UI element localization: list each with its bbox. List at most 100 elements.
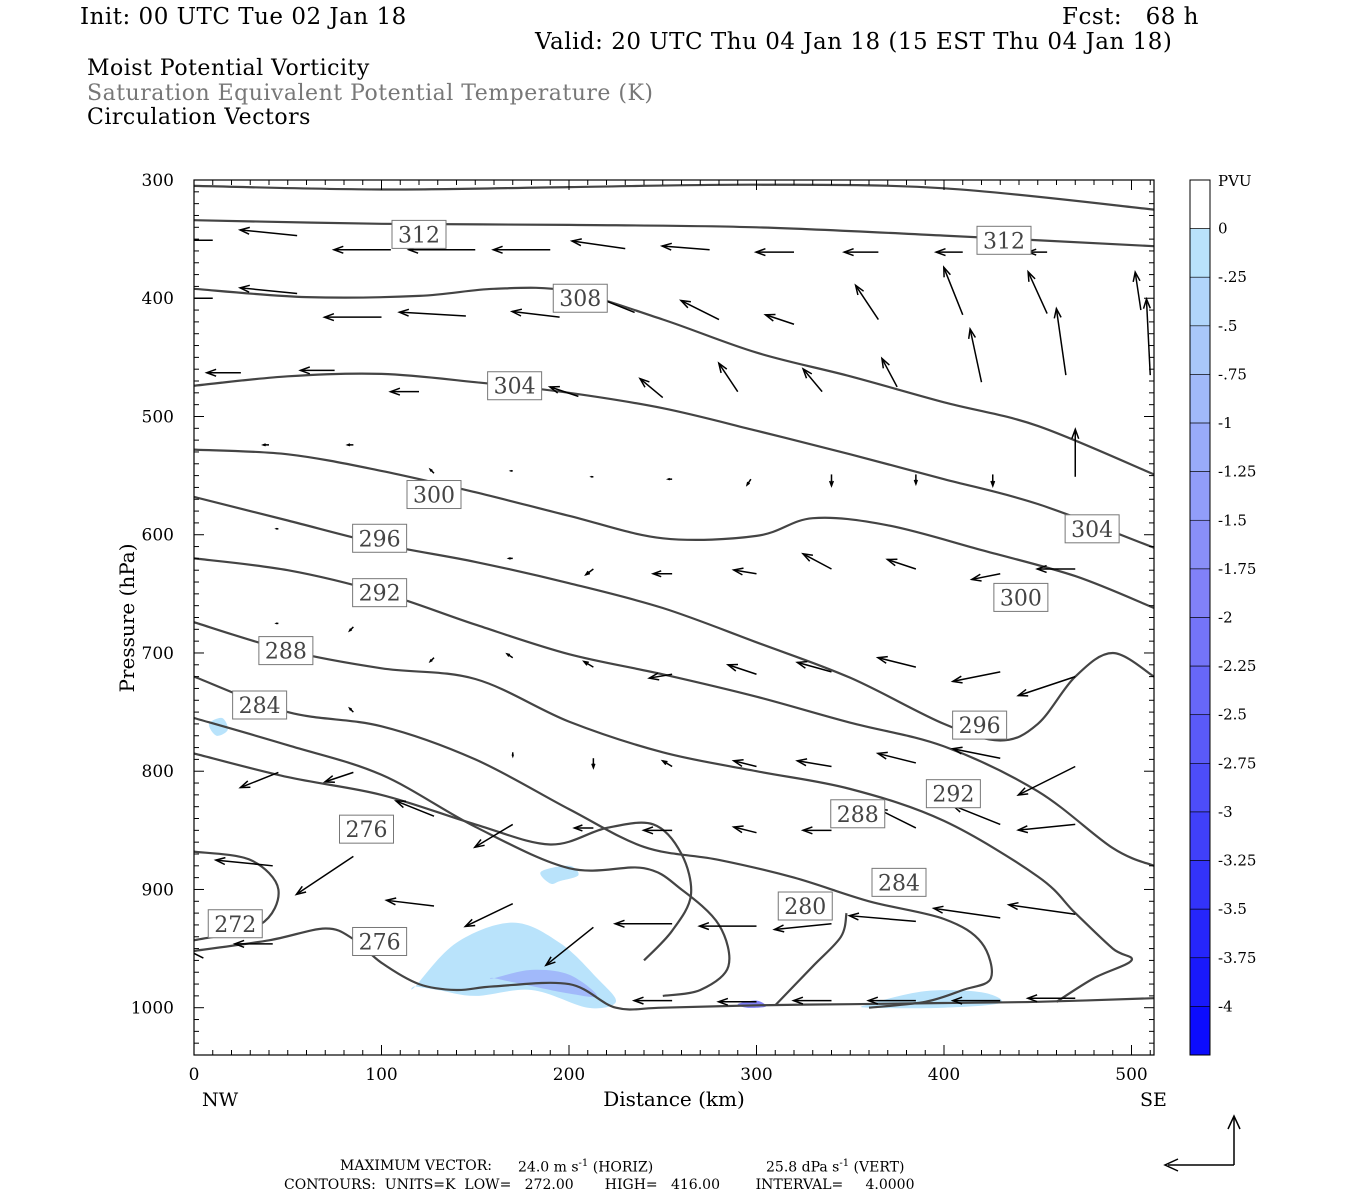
vector-head	[967, 326, 977, 340]
vector-arrow	[194, 239, 213, 242]
colorbar-band	[1189, 763, 1211, 813]
vector-arrow	[491, 245, 551, 254]
contour-label-box	[993, 582, 1049, 612]
vector-head	[1025, 994, 1038, 1003]
vector-head	[384, 897, 397, 906]
vector-arrow	[511, 752, 515, 759]
vector-shaft	[395, 800, 435, 817]
vector-arrow	[393, 800, 435, 817]
vector-arrow	[931, 905, 1001, 919]
vector-head	[1016, 787, 1029, 796]
colorbar-tick-label: -1.5	[1218, 511, 1247, 529]
vector-head	[589, 475, 593, 478]
vector-arrow	[509, 308, 560, 318]
vector-arrow	[647, 672, 673, 681]
contour-label: 296	[352, 523, 408, 553]
vector-arrow	[572, 824, 594, 832]
vector-arrow	[582, 660, 594, 668]
vector-head	[847, 912, 860, 921]
vector-arrow	[875, 751, 917, 764]
colorbar-tick-label: -3.25	[1218, 852, 1256, 870]
pv-region	[208, 717, 228, 736]
vector-arrow	[331, 245, 391, 254]
colorbar-band	[1189, 957, 1211, 1007]
contour-label-box	[552, 283, 608, 313]
vector-arrow	[612, 919, 673, 928]
vector-head	[505, 652, 511, 657]
forecast-hour: Fcst: 68 h	[1062, 4, 1199, 30]
contour-label-text: 272	[214, 913, 256, 938]
vector-head	[1053, 306, 1062, 319]
x-right-label: SE	[1140, 1089, 1167, 1111]
vector-arrow	[731, 567, 757, 576]
vector-head	[274, 527, 278, 530]
colorbar-tick-label: -2.25	[1218, 657, 1256, 675]
contour-label: 288	[830, 799, 886, 829]
colorbar-tick-label: -.25	[1218, 268, 1247, 286]
vector-head	[725, 663, 739, 672]
colorbar-band	[1189, 325, 1211, 375]
contour-label-text: 292	[359, 582, 401, 607]
contour-label-text: 284	[878, 871, 920, 896]
colorbar-band	[1189, 1006, 1211, 1056]
vector-head	[322, 775, 335, 783]
vector-arrow	[933, 247, 963, 257]
vector-shaft	[194, 952, 204, 959]
vector-shaft	[639, 377, 664, 399]
vector-shaft	[324, 771, 354, 783]
contour-label-text: 304	[1071, 518, 1113, 543]
vector-head	[274, 622, 278, 625]
vector-shaft	[240, 287, 298, 295]
vector-shaft	[215, 859, 273, 867]
vector-head	[569, 238, 582, 247]
vector-head	[213, 856, 226, 866]
vector-arrow	[508, 469, 513, 472]
vector-arrow	[660, 759, 673, 768]
y-tick-label: 700	[142, 644, 174, 664]
vector-head	[933, 247, 946, 257]
colorbar-tick-label: -2.5	[1218, 706, 1247, 724]
colorbar-tick-label: -4	[1218, 997, 1233, 1015]
vector-head	[641, 826, 654, 835]
vector-head	[572, 824, 583, 832]
vector-shaft	[1055, 308, 1067, 376]
vector-arrow	[584, 568, 594, 576]
max-vector-vert: 25.8 dPa s-1 (VERT)	[766, 1158, 905, 1176]
vector-arrow	[650, 570, 673, 578]
contour-label: 292	[925, 779, 981, 809]
x-tick-label: 400	[928, 1065, 960, 1085]
contour-label-text: 308	[559, 287, 601, 312]
vector-arrow	[1053, 306, 1067, 376]
x-tick-label: 300	[740, 1065, 772, 1085]
contour-label: 292	[352, 578, 408, 608]
vector-arrow	[950, 671, 1001, 684]
contour-label-text: 312	[983, 229, 1025, 254]
plot-frame	[193, 179, 1155, 1056]
vector-head	[511, 754, 515, 759]
vector-head	[650, 570, 662, 578]
vector-shaft	[765, 314, 795, 325]
vector-arrow	[950, 746, 1001, 759]
contour-label-text: 296	[959, 714, 1001, 739]
vector-head	[509, 308, 523, 317]
contour-label-text: 284	[239, 694, 281, 719]
vector-arrow	[753, 247, 794, 257]
vector-arrow	[238, 771, 279, 789]
vector-shaft	[386, 899, 435, 907]
vector-head	[659, 242, 673, 251]
vector-arrow	[1016, 675, 1076, 697]
vector-arrow	[322, 771, 354, 783]
vector-arrow	[641, 826, 673, 835]
contour-line-280	[774, 912, 848, 1007]
vector-head	[612, 919, 625, 928]
vector-arrow	[763, 313, 795, 325]
colorbar-band	[1189, 568, 1211, 618]
y-tick-label: 900	[142, 880, 174, 900]
vector-shaft	[240, 229, 298, 237]
vector-head	[1035, 564, 1047, 574]
colorbar-frame	[1189, 179, 1211, 1056]
vector-head	[679, 299, 691, 309]
vector-shaft	[952, 747, 1001, 759]
contour-label: 284	[232, 690, 288, 720]
contour-line-284	[194, 675, 993, 1009]
